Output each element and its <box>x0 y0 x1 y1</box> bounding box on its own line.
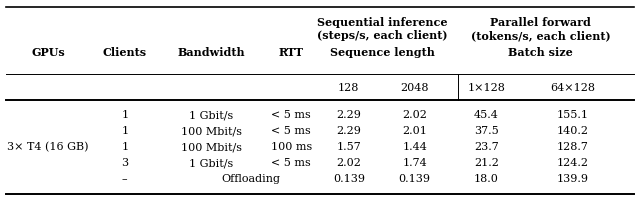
Text: < 5 ms: < 5 ms <box>271 110 311 120</box>
Text: 128: 128 <box>338 83 360 93</box>
Text: –: – <box>122 174 127 184</box>
Text: Parallel forward
(tokens/s, each client): Parallel forward (tokens/s, each client) <box>471 17 611 41</box>
Text: Sequential inference
(steps/s, each client): Sequential inference (steps/s, each clie… <box>317 17 447 41</box>
Text: 100 Mbit/s: 100 Mbit/s <box>180 142 242 152</box>
Text: 124.2: 124.2 <box>557 158 589 168</box>
Text: 3× T4 (16 GB): 3× T4 (16 GB) <box>7 142 89 152</box>
Text: 1: 1 <box>121 142 129 152</box>
Text: 1.74: 1.74 <box>403 158 427 168</box>
Text: 45.4: 45.4 <box>474 110 499 120</box>
Text: 2.29: 2.29 <box>337 110 361 120</box>
Text: 1 Gbit/s: 1 Gbit/s <box>189 158 234 168</box>
Text: 100 ms: 100 ms <box>271 142 312 152</box>
Text: 3: 3 <box>121 158 129 168</box>
Text: 128.7: 128.7 <box>557 142 589 152</box>
Text: 0.139: 0.139 <box>399 174 431 184</box>
Text: 1×128: 1×128 <box>467 83 506 93</box>
Text: Bandwidth: Bandwidth <box>177 47 245 58</box>
Text: 2.29: 2.29 <box>337 126 361 136</box>
Text: 23.7: 23.7 <box>474 142 499 152</box>
Text: 140.2: 140.2 <box>557 126 589 136</box>
Text: RTT: RTT <box>278 47 304 58</box>
Text: 0.139: 0.139 <box>333 174 365 184</box>
Text: 155.1: 155.1 <box>557 110 589 120</box>
Text: 18.0: 18.0 <box>474 174 499 184</box>
Text: 64×128: 64×128 <box>550 83 595 93</box>
Text: 100 Mbit/s: 100 Mbit/s <box>180 126 242 136</box>
Text: 21.2: 21.2 <box>474 158 499 168</box>
Text: Clients: Clients <box>103 47 147 58</box>
Text: Offloading: Offloading <box>221 174 281 184</box>
Text: 1.44: 1.44 <box>403 142 427 152</box>
Text: < 5 ms: < 5 ms <box>271 126 311 136</box>
Text: < 5 ms: < 5 ms <box>271 158 311 168</box>
Text: Sequence length: Sequence length <box>330 47 435 58</box>
Text: 1 Gbit/s: 1 Gbit/s <box>189 110 234 120</box>
Text: 1: 1 <box>121 110 129 120</box>
Text: 139.9: 139.9 <box>557 174 589 184</box>
Text: 1: 1 <box>121 126 129 136</box>
Text: 37.5: 37.5 <box>474 126 499 136</box>
Text: 2.02: 2.02 <box>337 158 361 168</box>
Text: 2048: 2048 <box>401 83 429 93</box>
Text: 2.02: 2.02 <box>403 110 427 120</box>
Text: Batch size: Batch size <box>508 47 573 58</box>
Text: GPUs: GPUs <box>31 47 65 58</box>
Text: 2.01: 2.01 <box>403 126 427 136</box>
Text: 1.57: 1.57 <box>337 142 361 152</box>
